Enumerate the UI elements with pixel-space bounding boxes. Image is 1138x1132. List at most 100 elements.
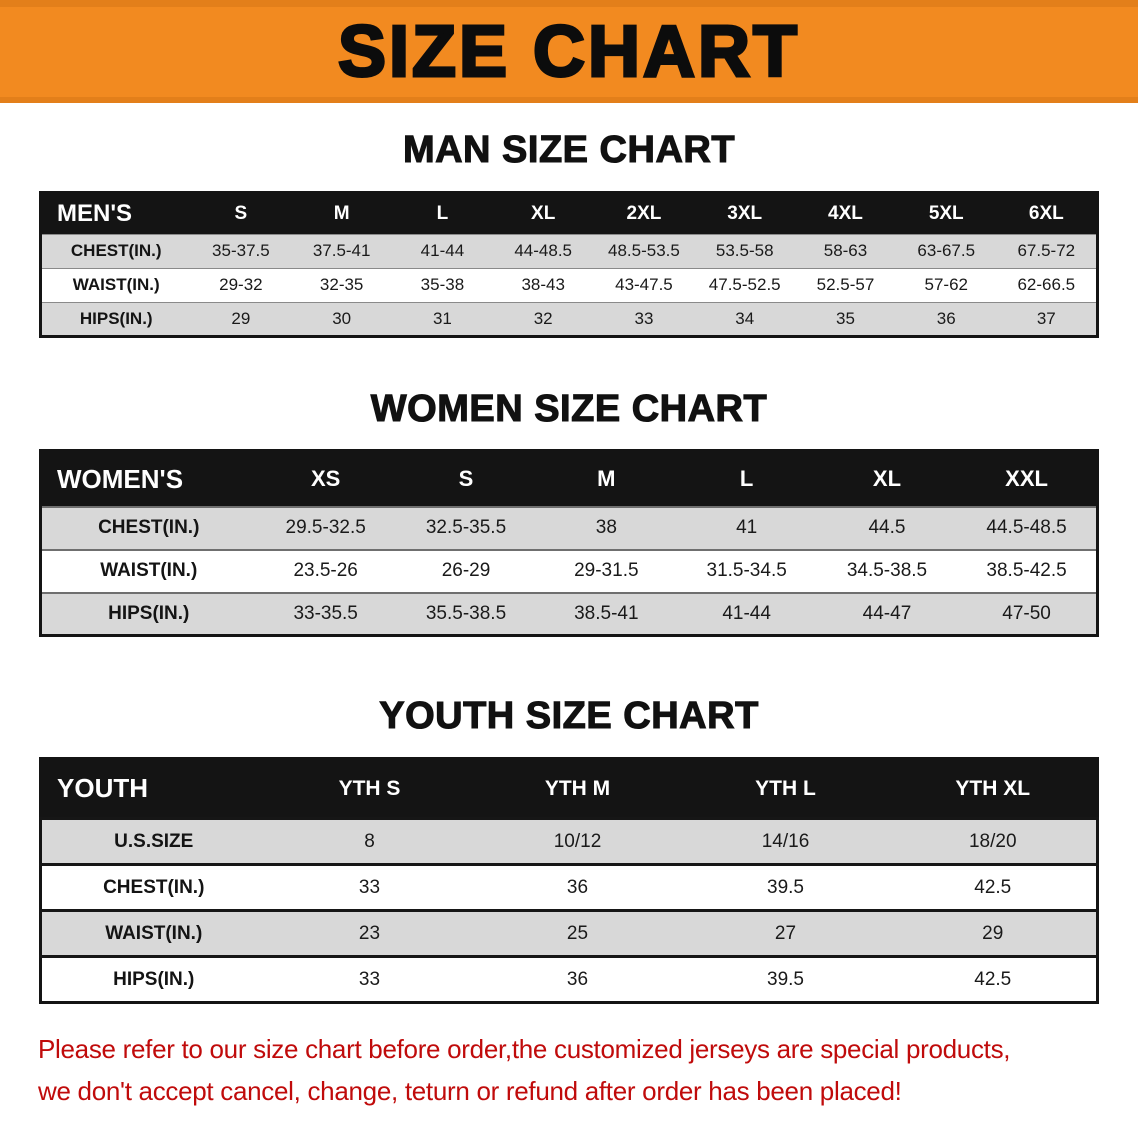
measure-value: 37.5-41 (312, 241, 371, 261)
measure-value: 18/20 (968, 830, 1017, 852)
measure-value: 39.5 (767, 876, 804, 898)
measure-label: HIPS(IN.) (108, 603, 190, 625)
youth-size-header: YTH XL (889, 758, 1098, 819)
measure-value: 33 (634, 308, 654, 328)
youth-measure-row: WAIST(IN.) 23 25 27 29 (40, 910, 1098, 957)
notice-line-2: we don't accept cancel, change, teturn o… (38, 1076, 902, 1107)
measure-value: 47-50 (1002, 603, 1051, 625)
women-measure-row: WAIST(IN.) 23.5-26 26-29 29-31.5 31.5-34.5 34… (40, 549, 1098, 593)
men-size-header: S (190, 192, 292, 235)
measure-value: 38 (595, 517, 617, 539)
men-size-header: L (392, 192, 493, 235)
measure-value: 30 (332, 308, 352, 328)
women-size-header: L (676, 450, 817, 507)
measure-value: 39.5 (767, 968, 804, 990)
measure-value: 62-66.5 (1017, 275, 1076, 295)
measure-value: 32-35 (319, 275, 364, 295)
measure-value: 29-31.5 (574, 560, 639, 582)
women-size-section: WOMEN SIZE CHART WOMEN'S XS S M L XL XXL CHEST(… (0, 387, 1138, 638)
women-size-header: S (395, 450, 537, 507)
measure-value: 41 (736, 517, 758, 539)
measure-value: 44-47 (862, 603, 912, 625)
measure-value: 14/16 (761, 830, 810, 852)
men-section-heading: MAN SIZE CHART (402, 128, 736, 171)
measure-value: 41-44 (722, 603, 771, 625)
measure-value: 44.5 (868, 517, 906, 539)
men-size-header: M (291, 192, 393, 235)
men-measure-row: CHEST(IN.) 35-37.5 37.5-41 41-44 44-48.5 48.5… (40, 234, 1098, 269)
measure-value: 52.5-57 (816, 275, 875, 295)
men-measure-row: HIPS(IN.) 29 30 31 32 33 34 35 36 37 (40, 302, 1098, 337)
measure-value: 38.5-41 (574, 603, 639, 625)
youth-measure-row: U.S.SIZE 8 10/12 14/16 18/20 (40, 818, 1098, 865)
women-measure-row: HIPS(IN.) 33-35.5 35.5-38.5 38.5-41 41-44 44-… (40, 592, 1098, 636)
measure-label: CHEST(IN.) (103, 876, 205, 898)
measure-value: 26-29 (441, 560, 491, 582)
measure-value: 31.5-34.5 (706, 560, 787, 582)
men-size-header: XL (492, 192, 594, 235)
measure-value: 57-62 (924, 275, 968, 295)
men-size-header: 3XL (694, 192, 796, 235)
measure-value: 35-37.5 (212, 241, 270, 261)
measure-value: 10/12 (553, 830, 602, 852)
women-size-header: XXL (957, 450, 1098, 507)
banner: SIZE CHART (0, 0, 1138, 103)
measure-value: 29-32 (219, 275, 263, 295)
measure-value: 42.5 (974, 876, 1012, 898)
youth-section-heading: YOUTH SIZE CHART (379, 695, 759, 738)
measure-value: 23 (358, 922, 381, 944)
youth-measure-row: CHEST(IN.) 33 36 39.5 42.5 (40, 864, 1098, 911)
footer-notice: Please refer to our size chart before or… (0, 1028, 1138, 1112)
women-header-row: WOMEN'S XS S M L XL XXL (40, 450, 1098, 507)
men-table-title: MEN'S (40, 192, 191, 235)
measure-value: 36 (566, 876, 589, 898)
measure-value: 67.5-72 (1017, 241, 1076, 261)
men-header-row: MEN'S S M L XL 2XL 3XL 4XL 5XL 6XL (40, 192, 1098, 235)
measure-value: 33-35.5 (293, 603, 358, 625)
measure-value: 35 (836, 308, 855, 328)
measure-value: 29 (982, 922, 1004, 944)
measure-value: 38-43 (521, 275, 565, 295)
men-size-header: 2XL (593, 192, 695, 235)
women-section-heading: WOMEN SIZE CHART (370, 387, 768, 430)
measure-value: 35.5-38.5 (425, 603, 507, 625)
men-size-section: MAN SIZE CHART MEN'S S M L XL 2XL 3XL 4XL 5XL 6XL… (0, 128, 1138, 338)
men-size-header: 5XL (895, 192, 997, 235)
measure-value: 29 (231, 308, 251, 328)
measure-value: 8 (364, 830, 375, 852)
page-title: SIZE CHART (337, 11, 800, 92)
measure-value: 32.5-35.5 (425, 517, 507, 539)
measure-value: 33 (358, 876, 381, 898)
measure-label: WAIST(IN.) (72, 275, 160, 295)
men-size-table: MEN'S S M L XL 2XL 3XL 4XL 5XL 6XL CHEST(IN.) 35-37… (39, 190, 1099, 338)
women-size-header: XS (255, 450, 396, 507)
measure-value: 29.5-32.5 (285, 517, 366, 539)
measure-value: 44.5-48.5 (986, 517, 1067, 539)
measure-value: 37 (1036, 308, 1056, 328)
measure-value: 34.5-38.5 (846, 560, 928, 582)
youth-size-header: YTH M (473, 758, 682, 819)
measure-value: 44-48.5 (514, 241, 573, 261)
measure-value: 36 (936, 308, 956, 328)
measure-label: HIPS(IN.) (79, 308, 153, 328)
measure-value: 32 (533, 308, 553, 328)
notice-line-1: Please refer to our size chart before or… (38, 1034, 1011, 1065)
measure-value: 42.5 (974, 968, 1012, 990)
measure-label: WAIST(IN.) (105, 922, 203, 944)
women-table-title: WOMEN'S (40, 450, 256, 507)
women-measure-row: CHEST(IN.) 29.5-32.5 32.5-35.5 38 41 44.5 44.5… (40, 506, 1098, 550)
measure-value: 58-63 (823, 241, 868, 261)
men-measure-row: WAIST(IN.) 29-32 32-35 35-38 38-43 43-47.5 47.… (40, 268, 1098, 303)
measure-value: 35-38 (420, 275, 465, 295)
measure-label: WAIST(IN.) (100, 560, 198, 582)
measure-value: 25 (566, 922, 589, 944)
men-size-header: 6XL (996, 192, 1098, 235)
measure-value: 53.5-58 (715, 241, 774, 261)
youth-size-table: YOUTH YTH S YTH M YTH L YTH XL U.S.SIZE 8 10/12… (39, 757, 1099, 1005)
measure-label: CHEST(IN.) (70, 241, 162, 261)
measure-value: 36 (566, 968, 589, 990)
measure-label: HIPS(IN.) (113, 968, 195, 990)
men-size-header: 4XL (795, 192, 896, 235)
measure-label: U.S.SIZE (114, 830, 194, 852)
